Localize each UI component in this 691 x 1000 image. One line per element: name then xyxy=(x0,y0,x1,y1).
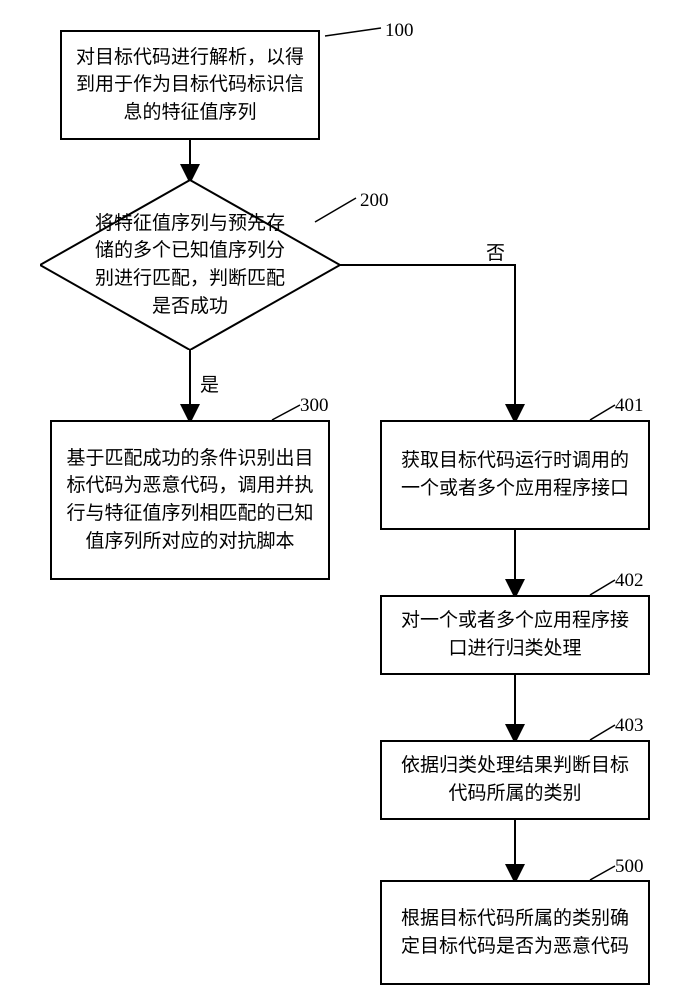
step-number-200: 200 xyxy=(360,190,389,212)
edge-n200-n401 xyxy=(340,265,515,420)
label-leader xyxy=(325,28,381,36)
label-leader xyxy=(590,725,615,740)
step-number-500: 500 xyxy=(615,856,644,878)
label-leader xyxy=(590,866,615,880)
flowchart-box-n500: 根据目标代码所属的类别确定目标代码是否为恶意代码 xyxy=(380,880,650,985)
node-text: 将特征值序列与预先存储的多个已知值序列分别进行匹配，判断匹配是否成功 xyxy=(40,180,340,350)
edge-label: 是 xyxy=(200,370,219,397)
step-number-402: 402 xyxy=(615,570,644,592)
label-leader xyxy=(590,405,615,420)
node-text: 获取目标代码运行时调用的一个或者多个应用程序接口 xyxy=(396,447,634,502)
edge-label: 否 xyxy=(486,238,505,265)
node-text: 对目标代码进行解析，以得到用于作为目标代码标识信息的特征值序列 xyxy=(76,44,304,127)
flowchart-box-n402: 对一个或者多个应用程序接口进行归类处理 xyxy=(380,595,650,675)
flowchart-box-n100: 对目标代码进行解析，以得到用于作为目标代码标识信息的特征值序列 xyxy=(60,30,320,140)
node-text: 基于匹配成功的条件识别出目标代码为恶意代码，调用并执行与特征值序列相匹配的已知值… xyxy=(66,445,314,555)
flowchart-box-n403: 依据归类处理结果判断目标代码所属的类别 xyxy=(380,740,650,820)
label-leader xyxy=(590,580,615,595)
step-number-300: 300 xyxy=(300,395,329,417)
node-text: 对一个或者多个应用程序接口进行归类处理 xyxy=(396,607,634,662)
flowchart-box-n300: 基于匹配成功的条件识别出目标代码为恶意代码，调用并执行与特征值序列相匹配的已知值… xyxy=(50,420,330,580)
node-text: 根据目标代码所属的类别确定目标代码是否为恶意代码 xyxy=(396,905,634,960)
step-number-100: 100 xyxy=(385,20,414,42)
step-number-403: 403 xyxy=(615,715,644,737)
node-text: 依据归类处理结果判断目标代码所属的类别 xyxy=(396,752,634,807)
flowchart-decision-n200: 将特征值序列与预先存储的多个已知值序列分别进行匹配，判断匹配是否成功 xyxy=(40,180,340,350)
label-leader xyxy=(272,405,300,420)
step-number-401: 401 xyxy=(615,395,644,417)
flowchart-box-n401: 获取目标代码运行时调用的一个或者多个应用程序接口 xyxy=(380,420,650,530)
